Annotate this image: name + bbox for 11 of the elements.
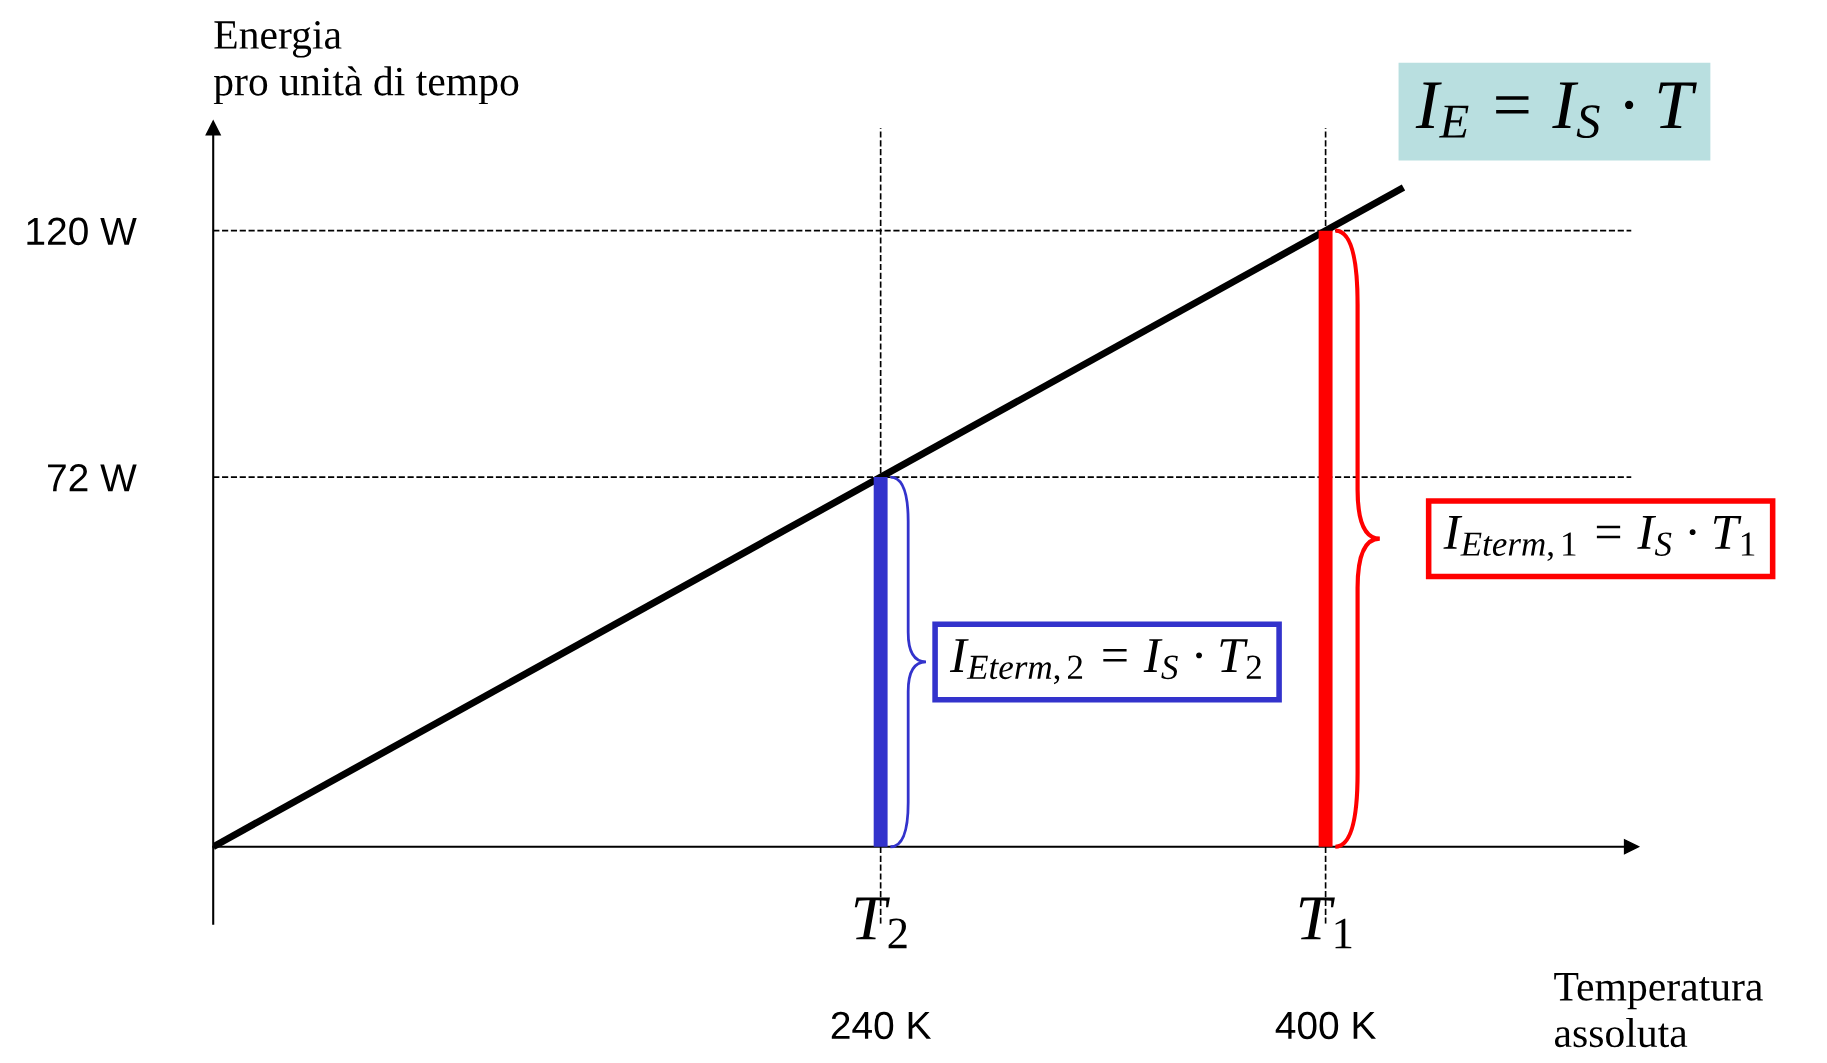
x-tick-label: 400 K [1275,1011,1376,1040]
annotation: I$_{Eterm,1}$ = I$_{S}$ · T$_{1}$ [1443,515,1755,561]
annotation: T$_{2}$ [854,897,907,949]
x-tick-label: 240 K [831,1011,932,1040]
y-tick-label: 72 W [48,464,137,492]
x-axis-title: Temperatura assoluta [1554,973,1763,1048]
y-axis-title: Energia pro unità di tempo [213,20,519,105]
annotation: I$_{E}$ = I$_{S}$ · T [1415,82,1697,138]
annotation: T$_{1}$ [1299,897,1352,949]
y-tick-label: 120 W [27,217,137,246]
annotation: I$_{Eterm,2}$ = I$_{S}$ · T$_{2}$ [949,639,1261,685]
